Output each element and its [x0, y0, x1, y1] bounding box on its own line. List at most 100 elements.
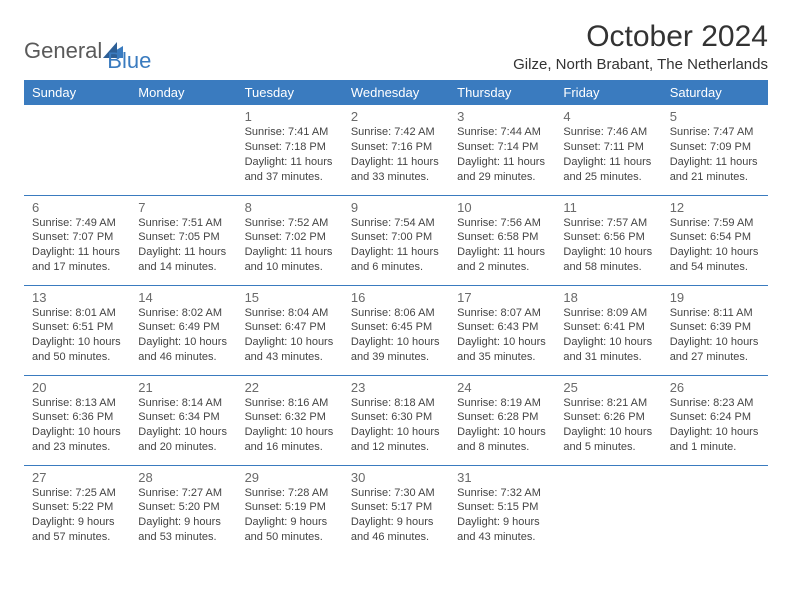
- day-info: Sunrise: 7:47 AMSunset: 7:09 PMDaylight:…: [670, 125, 760, 184]
- sunrise-text: Sunrise: 7:52 AM: [245, 216, 335, 231]
- header: General Blue October 2024 Gilze, North B…: [24, 20, 768, 74]
- day-number: 15: [245, 290, 335, 305]
- sunrise-text: Sunrise: 8:09 AM: [563, 306, 653, 321]
- day-number: 14: [138, 290, 228, 305]
- day-info: Sunrise: 7:25 AMSunset: 5:22 PMDaylight:…: [32, 486, 122, 545]
- day-info: Sunrise: 8:16 AMSunset: 6:32 PMDaylight:…: [245, 396, 335, 455]
- sunset-text: Sunset: 5:15 PM: [457, 500, 547, 515]
- sunset-text: Sunset: 5:19 PM: [245, 500, 335, 515]
- day-number: 29: [245, 470, 335, 485]
- sunrise-text: Sunrise: 7:25 AM: [32, 486, 122, 501]
- calendar-day-cell: 8Sunrise: 7:52 AMSunset: 7:02 PMDaylight…: [237, 195, 343, 285]
- day-number: 28: [138, 470, 228, 485]
- calendar-empty-cell: [662, 465, 768, 555]
- day-number: 10: [457, 200, 547, 215]
- daylight-text: Daylight: 10 hours and 1 minute.: [670, 425, 760, 455]
- calendar-empty-cell: [24, 105, 130, 195]
- calendar-week-row: 1Sunrise: 7:41 AMSunset: 7:18 PMDaylight…: [24, 105, 768, 195]
- day-info: Sunrise: 7:42 AMSunset: 7:16 PMDaylight:…: [351, 125, 441, 184]
- weekday-header: Thursday: [449, 80, 555, 105]
- calendar-day-cell: 23Sunrise: 8:18 AMSunset: 6:30 PMDayligh…: [343, 375, 449, 465]
- day-number: 12: [670, 200, 760, 215]
- sunset-text: Sunset: 6:26 PM: [563, 410, 653, 425]
- calendar-day-cell: 18Sunrise: 8:09 AMSunset: 6:41 PMDayligh…: [555, 285, 661, 375]
- sunset-text: Sunset: 6:56 PM: [563, 230, 653, 245]
- weekday-row: SundayMondayTuesdayWednesdayThursdayFrid…: [24, 80, 768, 105]
- day-info: Sunrise: 8:13 AMSunset: 6:36 PMDaylight:…: [32, 396, 122, 455]
- sunrise-text: Sunrise: 8:18 AM: [351, 396, 441, 411]
- daylight-text: Daylight: 10 hours and 43 minutes.: [245, 335, 335, 365]
- sunrise-text: Sunrise: 7:46 AM: [563, 125, 653, 140]
- sunset-text: Sunset: 6:39 PM: [670, 320, 760, 335]
- day-info: Sunrise: 7:54 AMSunset: 7:00 PMDaylight:…: [351, 216, 441, 275]
- sunset-text: Sunset: 7:09 PM: [670, 140, 760, 155]
- day-info: Sunrise: 7:32 AMSunset: 5:15 PMDaylight:…: [457, 486, 547, 545]
- day-info: Sunrise: 7:46 AMSunset: 7:11 PMDaylight:…: [563, 125, 653, 184]
- daylight-text: Daylight: 10 hours and 50 minutes.: [32, 335, 122, 365]
- daylight-text: Daylight: 10 hours and 54 minutes.: [670, 245, 760, 275]
- sunrise-text: Sunrise: 8:14 AM: [138, 396, 228, 411]
- calendar-day-cell: 31Sunrise: 7:32 AMSunset: 5:15 PMDayligh…: [449, 465, 555, 555]
- sunrise-text: Sunrise: 7:28 AM: [245, 486, 335, 501]
- sunset-text: Sunset: 5:17 PM: [351, 500, 441, 515]
- day-number: 27: [32, 470, 122, 485]
- sunset-text: Sunset: 6:43 PM: [457, 320, 547, 335]
- day-number: 26: [670, 380, 760, 395]
- title-block: October 2024 Gilze, North Brabant, The N…: [513, 20, 768, 73]
- sunset-text: Sunset: 6:24 PM: [670, 410, 760, 425]
- sunrise-text: Sunrise: 7:49 AM: [32, 216, 122, 231]
- sunset-text: Sunset: 6:49 PM: [138, 320, 228, 335]
- sunrise-text: Sunrise: 7:32 AM: [457, 486, 547, 501]
- day-info: Sunrise: 8:01 AMSunset: 6:51 PMDaylight:…: [32, 306, 122, 365]
- calendar-day-cell: 24Sunrise: 8:19 AMSunset: 6:28 PMDayligh…: [449, 375, 555, 465]
- sunset-text: Sunset: 6:54 PM: [670, 230, 760, 245]
- day-info: Sunrise: 7:27 AMSunset: 5:20 PMDaylight:…: [138, 486, 228, 545]
- day-info: Sunrise: 7:51 AMSunset: 7:05 PMDaylight:…: [138, 216, 228, 275]
- sunset-text: Sunset: 6:34 PM: [138, 410, 228, 425]
- sunset-text: Sunset: 7:11 PM: [563, 140, 653, 155]
- weekday-header: Monday: [130, 80, 236, 105]
- day-number: 21: [138, 380, 228, 395]
- daylight-text: Daylight: 11 hours and 21 minutes.: [670, 155, 760, 185]
- day-number: 8: [245, 200, 335, 215]
- calendar-day-cell: 1Sunrise: 7:41 AMSunset: 7:18 PMDaylight…: [237, 105, 343, 195]
- sunset-text: Sunset: 6:47 PM: [245, 320, 335, 335]
- calendar-day-cell: 10Sunrise: 7:56 AMSunset: 6:58 PMDayligh…: [449, 195, 555, 285]
- sunset-text: Sunset: 7:16 PM: [351, 140, 441, 155]
- sunset-text: Sunset: 5:22 PM: [32, 500, 122, 515]
- sunrise-text: Sunrise: 8:06 AM: [351, 306, 441, 321]
- day-number: 30: [351, 470, 441, 485]
- sunrise-text: Sunrise: 7:27 AM: [138, 486, 228, 501]
- calendar-week-row: 6Sunrise: 7:49 AMSunset: 7:07 PMDaylight…: [24, 195, 768, 285]
- page: General Blue October 2024 Gilze, North B…: [0, 0, 792, 575]
- calendar-day-cell: 27Sunrise: 7:25 AMSunset: 5:22 PMDayligh…: [24, 465, 130, 555]
- daylight-text: Daylight: 11 hours and 37 minutes.: [245, 155, 335, 185]
- calendar-day-cell: 19Sunrise: 8:11 AMSunset: 6:39 PMDayligh…: [662, 285, 768, 375]
- sunrise-text: Sunrise: 8:01 AM: [32, 306, 122, 321]
- day-info: Sunrise: 8:09 AMSunset: 6:41 PMDaylight:…: [563, 306, 653, 365]
- day-info: Sunrise: 8:23 AMSunset: 6:24 PMDaylight:…: [670, 396, 760, 455]
- calendar-day-cell: 9Sunrise: 7:54 AMSunset: 7:00 PMDaylight…: [343, 195, 449, 285]
- daylight-text: Daylight: 10 hours and 31 minutes.: [563, 335, 653, 365]
- day-info: Sunrise: 8:02 AMSunset: 6:49 PMDaylight:…: [138, 306, 228, 365]
- daylight-text: Daylight: 10 hours and 27 minutes.: [670, 335, 760, 365]
- daylight-text: Daylight: 10 hours and 46 minutes.: [138, 335, 228, 365]
- day-number: 18: [563, 290, 653, 305]
- day-number: 13: [32, 290, 122, 305]
- sunset-text: Sunset: 6:45 PM: [351, 320, 441, 335]
- calendar-day-cell: 30Sunrise: 7:30 AMSunset: 5:17 PMDayligh…: [343, 465, 449, 555]
- calendar-empty-cell: [130, 105, 236, 195]
- calendar-empty-cell: [555, 465, 661, 555]
- daylight-text: Daylight: 11 hours and 2 minutes.: [457, 245, 547, 275]
- sunrise-text: Sunrise: 8:07 AM: [457, 306, 547, 321]
- calendar-day-cell: 3Sunrise: 7:44 AMSunset: 7:14 PMDaylight…: [449, 105, 555, 195]
- daylight-text: Daylight: 9 hours and 57 minutes.: [32, 515, 122, 545]
- month-title: October 2024: [513, 20, 768, 54]
- daylight-text: Daylight: 11 hours and 29 minutes.: [457, 155, 547, 185]
- weekday-header: Saturday: [662, 80, 768, 105]
- daylight-text: Daylight: 10 hours and 20 minutes.: [138, 425, 228, 455]
- day-info: Sunrise: 7:41 AMSunset: 7:18 PMDaylight:…: [245, 125, 335, 184]
- sunrise-text: Sunrise: 7:44 AM: [457, 125, 547, 140]
- day-number: 16: [351, 290, 441, 305]
- calendar-day-cell: 12Sunrise: 7:59 AMSunset: 6:54 PMDayligh…: [662, 195, 768, 285]
